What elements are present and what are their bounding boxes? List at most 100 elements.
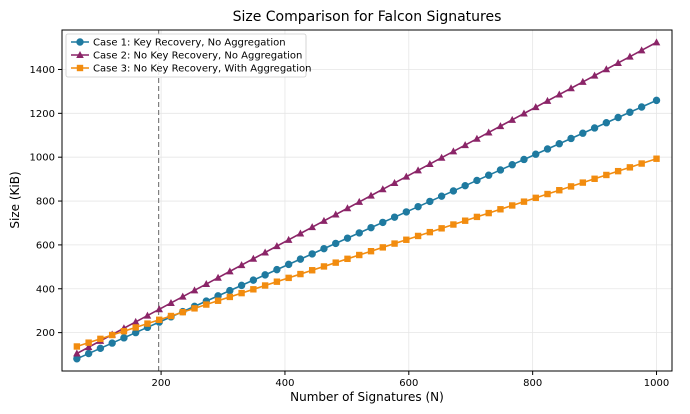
series-3-point	[226, 293, 234, 301]
series-2-point	[296, 229, 305, 237]
series-3-point	[544, 190, 551, 198]
series-2-point	[543, 96, 552, 104]
series-2-point	[484, 128, 493, 136]
series-2-point	[343, 204, 352, 212]
series-2-point	[449, 147, 458, 155]
series-1-point	[343, 234, 352, 242]
series-3-point	[179, 308, 186, 316]
legend-swatch-marker	[76, 38, 84, 46]
legend-box	[65, 33, 307, 78]
series-2-point	[602, 65, 611, 73]
x-tick-label: 400	[275, 378, 294, 389]
chart-title: Size Comparison for Falcon Signatures	[233, 9, 502, 25]
series-2-point	[520, 109, 528, 117]
y-axis-label: Size (KiB)	[8, 171, 22, 228]
series-1-point	[555, 140, 563, 148]
series-3-point	[332, 259, 339, 266]
series-3-point	[532, 194, 539, 202]
series-2-point	[84, 343, 93, 351]
series-3-point	[497, 206, 504, 213]
series-2-point	[155, 305, 164, 313]
series-2-point	[249, 254, 258, 262]
series-3-point	[308, 267, 316, 274]
series-1-point	[332, 239, 340, 248]
series-3-point	[653, 155, 660, 162]
y-tick-label: 1200	[30, 109, 55, 120]
series-2-point	[273, 242, 281, 250]
series-3-point	[108, 331, 116, 339]
series-1-point	[237, 281, 246, 290]
series-3-point	[214, 297, 222, 304]
series-3-point	[285, 274, 292, 282]
series-2-point	[178, 292, 187, 300]
series-3-point	[485, 209, 492, 217]
x-axis-ticks: 200 400 600 800 1000	[152, 371, 669, 389]
series-1-point	[590, 124, 599, 132]
series-2-point	[331, 210, 340, 218]
series-1-point	[543, 145, 552, 153]
series-1-point	[249, 276, 258, 284]
series-1-point	[308, 250, 316, 258]
legend-item-3: Case 3: No Key Recovery, With Aggregatio…	[71, 64, 311, 75]
y-axis-ticks: 200 400 600 800 1000 1200 1400	[30, 65, 62, 339]
series-2-point	[214, 273, 222, 281]
series-1-point	[402, 208, 411, 216]
y-tick-label: 1000	[30, 153, 55, 164]
series-1-point	[496, 166, 505, 174]
series-3-point	[238, 289, 245, 297]
series-2-point	[355, 197, 364, 205]
series-1-point	[449, 187, 458, 195]
series-1-point	[73, 355, 81, 363]
series-1-point	[508, 161, 516, 169]
series-2-point	[73, 349, 81, 357]
series-3-point	[509, 202, 516, 209]
series-1-point	[355, 229, 363, 237]
series-1-point	[461, 181, 469, 190]
series-1-point	[120, 334, 128, 342]
series-2-point	[579, 77, 587, 85]
series-3-point	[473, 213, 481, 221]
x-tick-label: 800	[523, 378, 542, 389]
series-1-point	[379, 218, 387, 227]
series-3-point	[461, 217, 469, 224]
series-3-point	[297, 270, 304, 278]
series-2-point	[226, 267, 234, 275]
series-3-point	[120, 328, 128, 335]
series-1-point	[626, 108, 634, 116]
series-3-point	[156, 316, 163, 323]
series-1-point	[484, 171, 493, 179]
series-1-point	[367, 223, 375, 232]
series-1-point	[96, 344, 105, 353]
series-1-point	[437, 192, 446, 200]
series-3-point	[250, 286, 257, 293]
series-3-point	[638, 160, 645, 167]
series-2-point	[567, 84, 575, 92]
legend-item-1: Case 1: Key Recovery, No Aggregation	[71, 38, 286, 49]
series-3-point	[391, 240, 398, 247]
series-3-point	[97, 335, 104, 343]
series-3-point	[414, 232, 422, 240]
series-2-point	[308, 223, 316, 231]
y-tick-label: 800	[36, 197, 55, 208]
series-2-point	[626, 52, 634, 60]
series-1-point	[602, 119, 611, 127]
series-1-point	[532, 150, 540, 158]
series-1-point	[652, 96, 661, 105]
series-1-point	[520, 155, 528, 164]
legend-swatch-marker	[76, 64, 84, 72]
series-3-point	[344, 255, 351, 263]
y-tick-label: 200	[36, 328, 55, 339]
series-2-point	[320, 216, 328, 224]
series-2-point	[284, 235, 293, 243]
series-1-point	[579, 129, 587, 137]
series-2-point	[590, 71, 599, 79]
series-3-point	[356, 251, 363, 259]
series-2-point	[167, 298, 175, 306]
series-3-point	[85, 339, 92, 346]
series-2-point	[202, 280, 211, 288]
series-2-point	[143, 311, 152, 319]
series-2-point	[402, 172, 411, 180]
series-1-point	[296, 255, 305, 263]
y-tick-label: 400	[36, 284, 55, 295]
